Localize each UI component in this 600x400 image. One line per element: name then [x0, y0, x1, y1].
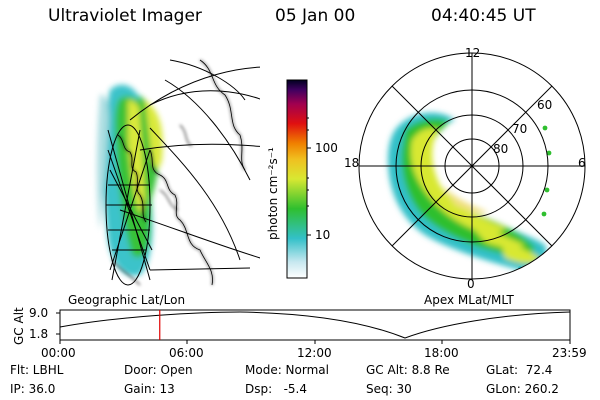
mlt-label-0: 0	[467, 277, 475, 291]
timeline-plot	[56, 309, 571, 344]
colorbar-ticks	[307, 117, 311, 236]
status-dsp: Dsp: -5.4	[245, 382, 308, 396]
timeline-ytick-low: 1.8	[29, 327, 49, 341]
timeline-xtick-2: 12:00	[297, 346, 332, 360]
mlat-label-60: 60	[537, 98, 553, 112]
status-gc-alt: GC Alt: 8.8 Re	[366, 363, 450, 377]
timeline-xtick-4: 23:59	[552, 346, 587, 360]
mlat-label-70: 70	[512, 122, 528, 136]
status-mode: Mode: Normal	[245, 363, 329, 377]
polar-plot	[358, 52, 586, 280]
status-flt: Flt: LBHL	[10, 363, 64, 377]
polar-caption: Apex MLat/MLT	[424, 293, 514, 307]
mlt-label-18: 18	[344, 156, 360, 170]
geo-grid	[105, 66, 260, 286]
geo-caption: Geographic Lat/Lon	[68, 293, 186, 307]
mlt-label-12: 12	[465, 46, 481, 60]
timeline-xtick-1: 06:00	[169, 346, 204, 360]
altitude-curve	[59, 311, 571, 339]
status-glat: GLat: 72.4	[486, 363, 553, 377]
timeline-ylabel: GC Alt	[12, 307, 26, 345]
status-seq: Seq: 30	[366, 382, 412, 396]
status-door: Door: Open	[124, 363, 193, 377]
colorbar-tick-100: 100	[315, 141, 338, 155]
timeline-xtick-3: 18:00	[424, 346, 459, 360]
status-glon: GLon: 260.2	[486, 382, 559, 396]
status-ip: IP: 36.0	[10, 382, 56, 396]
mlat-label-80: 80	[493, 142, 509, 156]
timeline-ticks	[56, 312, 571, 344]
polar-aurora	[388, 112, 547, 271]
geo-coastlines-detail	[117, 59, 246, 286]
polar-grid	[358, 52, 586, 280]
colorbar	[286, 79, 308, 279]
timeline-xtick-0: 00:00	[41, 346, 76, 360]
time-label: 04:40:45 UT	[431, 6, 536, 26]
status-gain: Gain: 13	[124, 382, 175, 396]
timeline-ytick-high: 9.0	[29, 306, 49, 320]
timeline-frame	[59, 309, 571, 341]
mlt-label-6: 6	[578, 156, 586, 170]
date-label: 05 Jan 00	[275, 6, 356, 26]
colorbar-unit-label: photon cm⁻²s⁻¹	[266, 147, 280, 240]
app-title: Ultraviolet Imager	[48, 6, 202, 26]
geographic-plot	[97, 59, 260, 286]
colorbar-tick-10: 10	[315, 228, 331, 242]
